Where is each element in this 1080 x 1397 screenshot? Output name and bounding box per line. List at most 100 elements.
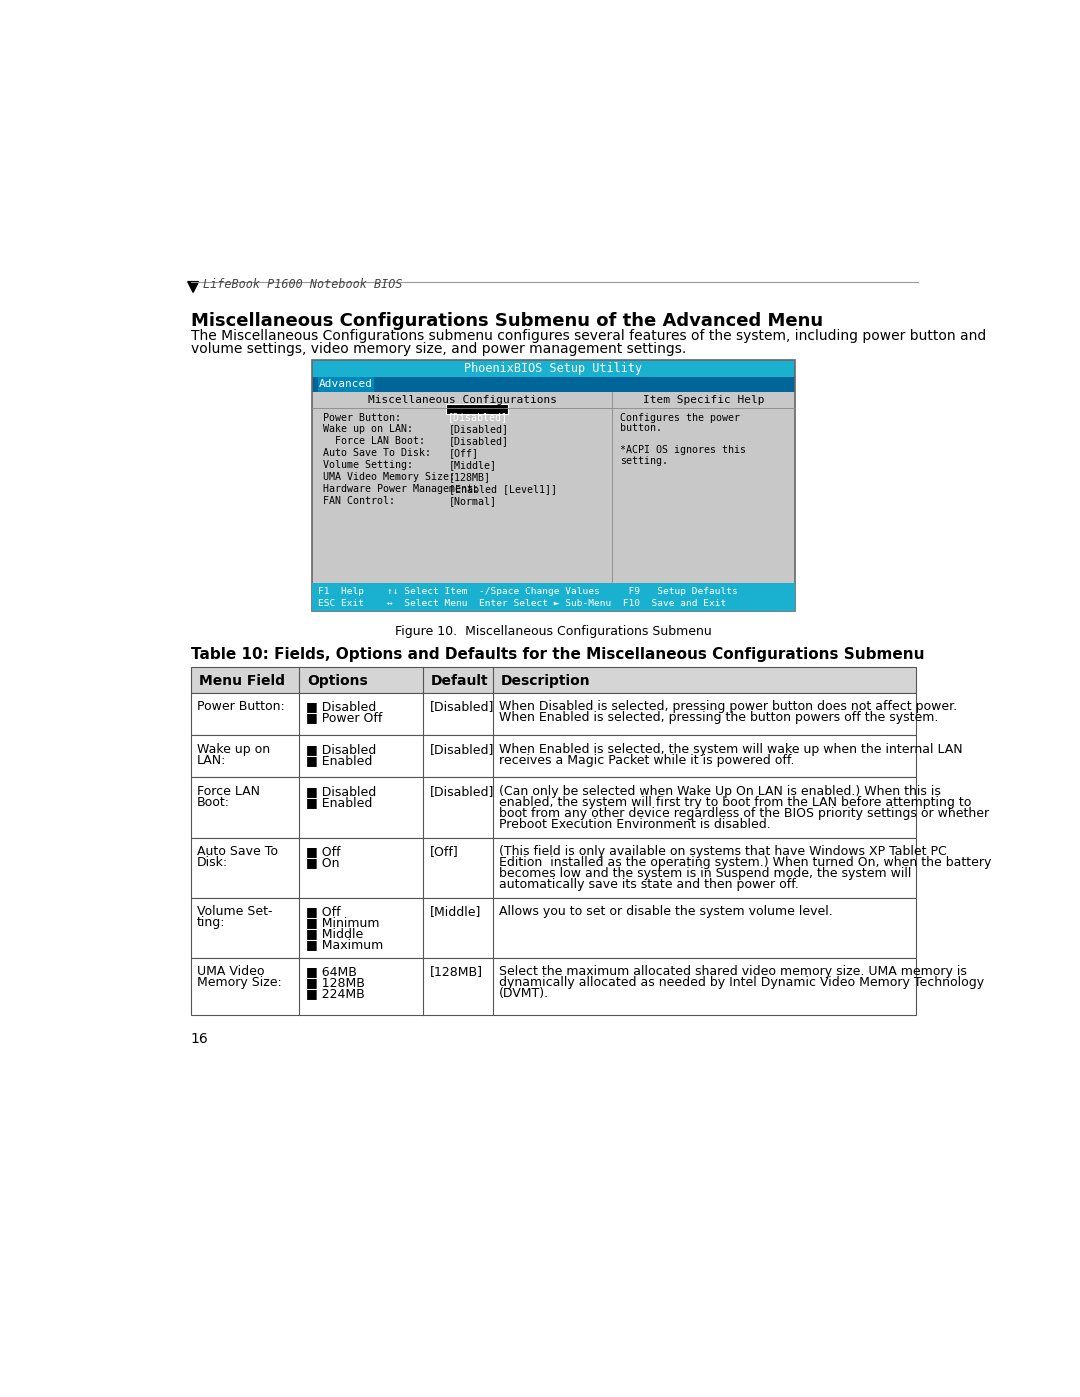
Text: [Off]: [Off] <box>449 448 478 458</box>
Text: When Disabled is selected, pressing power button does not affect power.: When Disabled is selected, pressing powe… <box>499 700 957 714</box>
Text: dynamically allocated as needed by Intel Dynamic Video Memory Technology: dynamically allocated as needed by Intel… <box>499 977 984 989</box>
Text: Force LAN Boot:: Force LAN Boot: <box>323 436 424 447</box>
Bar <box>191 735 916 778</box>
Bar <box>191 898 916 958</box>
Text: Preboot Execution Environment is disabled.: Preboot Execution Environment is disable… <box>499 817 771 831</box>
Text: Miscellaneous Configurations Submenu of the Advanced Menu: Miscellaneous Configurations Submenu of … <box>191 313 823 331</box>
Text: [Middle]: [Middle] <box>449 460 497 471</box>
Text: When Enabled is selected, pressing the button powers off the system.: When Enabled is selected, pressing the b… <box>499 711 939 724</box>
Text: button.: button. <box>620 423 662 433</box>
Text: boot from any other device regardless of the BIOS priority settings or whether: boot from any other device regardless of… <box>499 806 989 820</box>
Text: Description: Description <box>501 675 591 689</box>
Text: Default: Default <box>431 675 488 689</box>
Text: Allows you to set or disable the system volume level.: Allows you to set or disable the system … <box>499 905 833 918</box>
Text: UMA Video Memory Size:: UMA Video Memory Size: <box>323 472 455 482</box>
Text: LifeBook P1600 Notebook BIOS: LifeBook P1600 Notebook BIOS <box>203 278 403 291</box>
Text: ■ On: ■ On <box>306 856 339 869</box>
Text: Hardware Power Management:: Hardware Power Management: <box>323 485 478 495</box>
Text: [Off]: [Off] <box>430 845 458 858</box>
Text: Memory Size:: Memory Size: <box>197 977 282 989</box>
Text: [Disabled]: [Disabled] <box>430 700 494 714</box>
Text: [Middle]: [Middle] <box>430 905 481 918</box>
Text: PhoenixBIOS Setup Utility: PhoenixBIOS Setup Utility <box>464 362 643 374</box>
Text: [Normal]: [Normal] <box>449 496 497 506</box>
Text: [Enabled [Level1]]: [Enabled [Level1]] <box>449 485 557 495</box>
Text: Edition  installed as the operating system.) When turned On, when the battery: Edition installed as the operating syste… <box>499 856 991 869</box>
Text: ■ 64MB: ■ 64MB <box>306 965 356 978</box>
Text: [128MB]: [128MB] <box>430 965 483 978</box>
Bar <box>446 404 508 414</box>
Text: ■ Off: ■ Off <box>306 905 340 918</box>
Bar <box>191 958 916 1016</box>
Text: volume settings, video memory size, and power management settings.: volume settings, video memory size, and … <box>191 342 686 356</box>
Text: Volume Setting:: Volume Setting: <box>323 460 413 471</box>
Text: Volume Set-: Volume Set- <box>197 905 272 918</box>
Text: ■ 128MB: ■ 128MB <box>306 977 364 989</box>
Bar <box>312 393 795 584</box>
Text: ■ Enabled: ■ Enabled <box>306 796 372 809</box>
Bar <box>191 666 916 693</box>
Text: Figure 10.  Miscellaneous Configurations Submenu: Figure 10. Miscellaneous Configurations … <box>395 624 712 638</box>
Bar <box>312 360 795 610</box>
Text: enabled, the system will first try to boot from the LAN before attempting to: enabled, the system will first try to bo… <box>499 796 972 809</box>
Text: ■ Disabled: ■ Disabled <box>306 700 376 714</box>
Text: ■ Middle: ■ Middle <box>306 926 363 940</box>
Text: Item Specific Help: Item Specific Help <box>643 395 765 405</box>
Text: Menu Field: Menu Field <box>199 675 284 689</box>
Text: ting:: ting: <box>197 916 226 929</box>
Text: UMA Video: UMA Video <box>197 965 265 978</box>
Text: Wake up on LAN:: Wake up on LAN: <box>323 425 413 434</box>
Text: Power Button:: Power Button: <box>323 412 401 422</box>
Bar <box>191 778 916 838</box>
Text: setting.: setting. <box>620 455 669 465</box>
Text: [Disabled]: [Disabled] <box>449 425 509 434</box>
Text: [Disabled]: [Disabled] <box>430 743 494 756</box>
Text: 16: 16 <box>191 1032 208 1046</box>
Text: Configures the power: Configures the power <box>620 412 740 422</box>
Text: ■ Minimum: ■ Minimum <box>306 916 379 929</box>
Text: (Can only be selected when Wake Up On LAN is enabled.) When this is: (Can only be selected when Wake Up On LA… <box>499 785 941 798</box>
Text: [Disabled]: [Disabled] <box>430 785 494 798</box>
Text: When Enabled is selected, the system will wake up when the internal LAN: When Enabled is selected, the system wil… <box>499 743 963 756</box>
Bar <box>191 838 916 898</box>
Text: Miscellaneous Configurations: Miscellaneous Configurations <box>367 395 556 405</box>
Text: ■ Disabled: ■ Disabled <box>306 785 376 798</box>
Text: Table 10: Fields, Options and Defaults for the Miscellaneous Configurations Subm: Table 10: Fields, Options and Defaults f… <box>191 647 924 662</box>
Text: ESC Exit    ↔  Select Menu  Enter Select ► Sub-Menu  F10  Save and Exit: ESC Exit ↔ Select Menu Enter Select ► Su… <box>318 599 726 608</box>
Text: Force LAN: Force LAN <box>197 785 260 798</box>
Bar <box>312 584 795 610</box>
Bar <box>191 693 916 735</box>
Text: ■ Enabled: ■ Enabled <box>306 753 372 767</box>
Text: Advanced: Advanced <box>319 379 373 388</box>
Text: [Disabled]: [Disabled] <box>447 412 508 422</box>
Text: becomes low and the system is in Suspend mode, the system will: becomes low and the system is in Suspend… <box>499 866 912 880</box>
Text: Auto Save To: Auto Save To <box>197 845 278 858</box>
Text: (DVMT).: (DVMT). <box>499 986 550 1000</box>
Text: The Miscellaneous Configurations submenu configures several features of the syst: The Miscellaneous Configurations submenu… <box>191 330 986 344</box>
Text: [128MB]: [128MB] <box>449 472 491 482</box>
Bar <box>318 377 374 393</box>
Text: Select the maximum allocated shared video memory size. UMA memory is: Select the maximum allocated shared vide… <box>499 965 967 978</box>
Bar <box>312 377 795 393</box>
Text: [Disabled]: [Disabled] <box>449 436 509 447</box>
Text: Wake up on: Wake up on <box>197 743 270 756</box>
Text: ■ Power Off: ■ Power Off <box>306 711 382 724</box>
Text: FAN Control:: FAN Control: <box>323 496 394 506</box>
Text: LAN:: LAN: <box>197 753 227 767</box>
Polygon shape <box>188 282 199 292</box>
Text: (This field is only available on systems that have Windows XP Tablet PC: (This field is only available on systems… <box>499 845 947 858</box>
Text: automatically save its state and then power off.: automatically save its state and then po… <box>499 877 799 890</box>
Text: Power Button:: Power Button: <box>197 700 285 714</box>
Bar <box>312 360 795 377</box>
Text: ■ Disabled: ■ Disabled <box>306 743 376 756</box>
Text: ■ Maximum: ■ Maximum <box>306 937 382 950</box>
Text: Options: Options <box>307 675 368 689</box>
Text: Disk:: Disk: <box>197 856 228 869</box>
Text: ■ Off: ■ Off <box>306 845 340 858</box>
Text: *ACPI OS ignores this: *ACPI OS ignores this <box>620 444 746 455</box>
Text: F1  Help    ↑↓ Select Item  -/Space Change Values     F9   Setup Defaults: F1 Help ↑↓ Select Item -/Space Change Va… <box>318 587 738 595</box>
Text: ■ 224MB: ■ 224MB <box>306 986 364 1000</box>
Text: Boot:: Boot: <box>197 796 230 809</box>
Text: Auto Save To Disk:: Auto Save To Disk: <box>323 448 431 458</box>
Text: receives a Magic Packet while it is powered off.: receives a Magic Packet while it is powe… <box>499 753 795 767</box>
